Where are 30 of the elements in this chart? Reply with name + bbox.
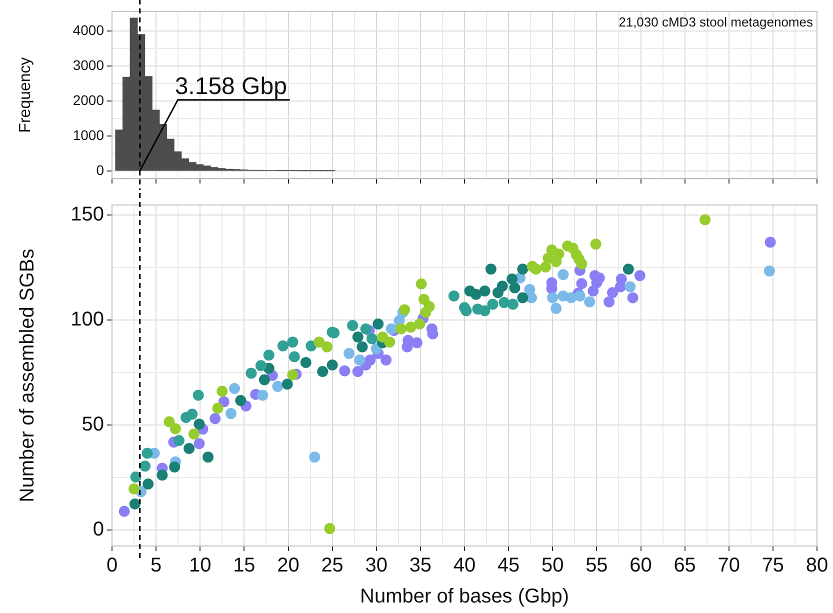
x-tick-label: 10 [189,554,212,577]
y-tick-label: 3000 [72,56,104,73]
y-tick-label: 50 [82,414,104,436]
x-axis-title: Number of bases (Gbp) [360,586,569,608]
x-tick-label: 25 [321,554,344,577]
y-tick-label: 0 [96,162,104,178]
y-tick-label: 1000 [72,126,104,143]
y-axis-title: Number of assembled SGBs [16,248,39,502]
x-tick-label: 30 [365,554,388,577]
y-axis-title: Frequency [17,57,34,133]
x-tick-label: 60 [630,554,652,577]
x-tick-label: 50 [542,554,564,577]
x-tick-label: 65 [674,554,696,577]
ref-line-label: 3.158 Gbp [174,72,287,100]
x-tick-label: 15 [233,554,256,577]
y-tick-label: 100 [70,308,104,331]
x-tick-label: 80 [806,554,828,577]
x-tick-label: 40 [453,554,476,577]
x-tick-label: 5 [150,554,162,577]
x-tick-label: 35 [409,554,432,577]
x-tick-label: 55 [586,554,608,577]
x-tick-label: 75 [762,554,784,577]
y-tick-label: 150 [70,203,104,226]
y-tick-label: 4000 [72,22,104,38]
x-tick-label: 45 [497,554,520,577]
y-tick-label: 0 [92,518,104,541]
x-tick-label: 20 [277,554,300,577]
annotation: 21,030 cMD3 stool metagenomes [618,14,814,30]
y-tick-label: 2000 [72,92,104,108]
x-tick-label: 70 [718,554,740,577]
